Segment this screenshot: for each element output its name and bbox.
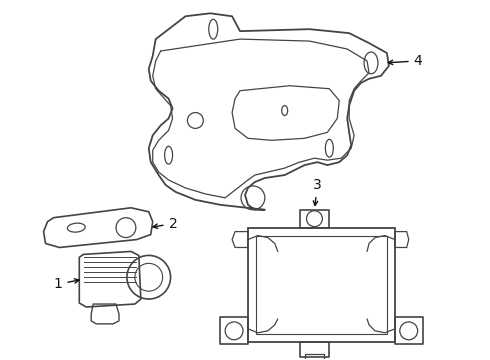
Bar	[248, 228, 395, 342]
Text: 1: 1	[53, 277, 79, 291]
Bar	[256, 235, 387, 334]
Text: 4: 4	[388, 54, 422, 68]
Text: 3: 3	[313, 178, 322, 206]
Text: 2: 2	[153, 217, 177, 231]
